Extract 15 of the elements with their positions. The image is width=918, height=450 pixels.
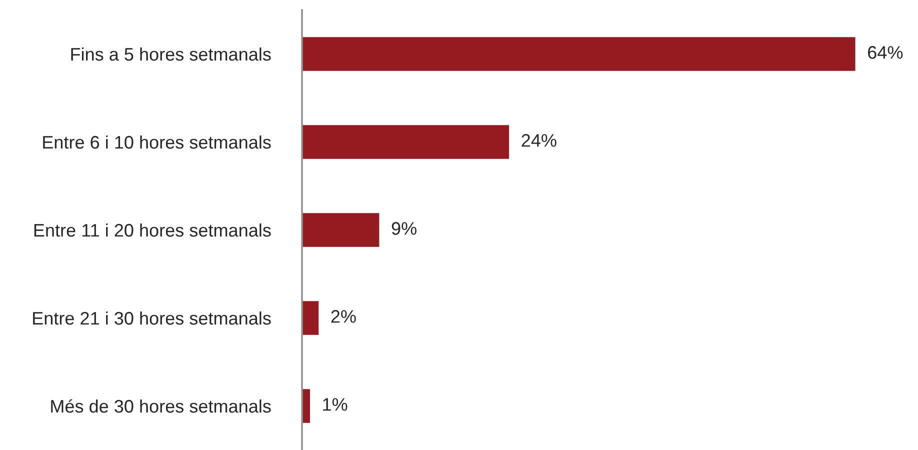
bar	[302, 388, 312, 424]
data-label: 1%	[323, 398, 348, 411]
bar	[302, 124, 510, 160]
bar	[302, 212, 381, 248]
data-label: 9%	[392, 222, 416, 235]
data-label: 2%	[331, 310, 356, 323]
bar	[302, 36, 857, 72]
y-tick-label: Més de 30 hores setmanals	[51, 399, 271, 413]
y-tick-label: Fins a 5 hores setmanals	[71, 47, 271, 61]
data-label: 24%	[522, 134, 556, 147]
y-tick-label: Entre 6 i 10 hores setmanals	[43, 135, 271, 149]
y-tick-label: Entre 21 i 30 hores setmanals	[33, 311, 271, 325]
bar	[302, 300, 320, 336]
data-label: 64%	[868, 46, 903, 59]
y-tick-label: Entre 11 i 20 hores setmanals	[34, 223, 271, 237]
